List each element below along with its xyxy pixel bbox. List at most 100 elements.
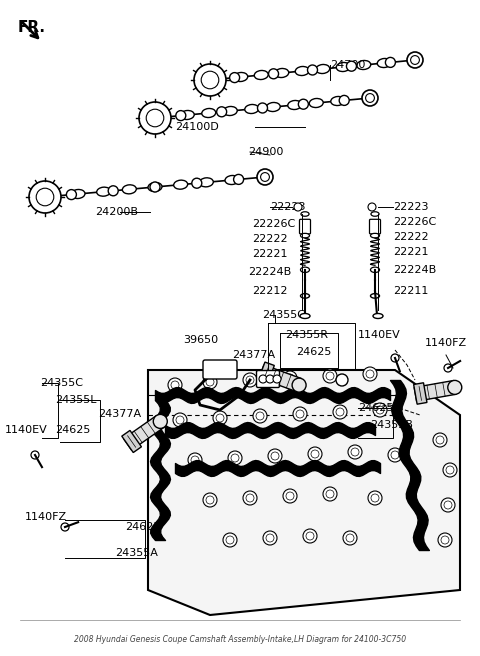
Ellipse shape <box>216 107 227 117</box>
Ellipse shape <box>300 267 310 272</box>
Ellipse shape <box>202 108 216 117</box>
Ellipse shape <box>268 69 278 79</box>
Circle shape <box>391 354 399 362</box>
Text: 24355B: 24355B <box>370 420 413 430</box>
Text: 24100D: 24100D <box>175 122 219 132</box>
Text: 24377A: 24377A <box>232 350 275 360</box>
Circle shape <box>263 531 277 545</box>
Circle shape <box>231 454 239 462</box>
Circle shape <box>443 463 457 477</box>
FancyBboxPatch shape <box>370 219 381 234</box>
Circle shape <box>441 536 449 544</box>
Ellipse shape <box>347 61 357 72</box>
Ellipse shape <box>199 178 213 187</box>
Circle shape <box>376 406 384 414</box>
Circle shape <box>448 380 462 394</box>
Polygon shape <box>122 430 142 453</box>
Circle shape <box>363 367 377 381</box>
Ellipse shape <box>373 314 383 319</box>
Circle shape <box>368 491 382 505</box>
Ellipse shape <box>331 96 345 106</box>
Text: 1140EV: 1140EV <box>5 425 48 435</box>
Circle shape <box>433 433 447 447</box>
Circle shape <box>306 532 314 540</box>
Circle shape <box>333 405 347 419</box>
Circle shape <box>326 372 334 380</box>
Circle shape <box>323 487 337 501</box>
Ellipse shape <box>176 111 186 121</box>
Ellipse shape <box>308 65 317 75</box>
Text: 24355A: 24355A <box>115 548 158 558</box>
Text: 39650: 39650 <box>183 335 218 345</box>
Ellipse shape <box>122 185 136 194</box>
Ellipse shape <box>377 58 391 68</box>
Circle shape <box>226 536 234 544</box>
Circle shape <box>283 371 297 385</box>
Ellipse shape <box>225 175 239 184</box>
Polygon shape <box>414 382 427 404</box>
Ellipse shape <box>257 103 267 113</box>
Circle shape <box>259 375 267 383</box>
Circle shape <box>292 378 306 392</box>
Circle shape <box>216 414 224 422</box>
Text: 22226C: 22226C <box>252 219 295 229</box>
Ellipse shape <box>174 180 188 189</box>
Text: 1140EV: 1140EV <box>358 330 401 340</box>
Ellipse shape <box>148 182 162 192</box>
Ellipse shape <box>245 104 259 113</box>
Circle shape <box>438 533 452 547</box>
Text: 24355G: 24355G <box>262 310 306 320</box>
Text: 24355R: 24355R <box>285 330 328 340</box>
Circle shape <box>362 90 378 106</box>
Text: 24625: 24625 <box>55 425 90 435</box>
Circle shape <box>366 94 374 102</box>
Ellipse shape <box>339 95 349 106</box>
Circle shape <box>346 534 354 542</box>
Ellipse shape <box>371 294 380 298</box>
Ellipse shape <box>66 190 76 199</box>
Circle shape <box>351 448 359 456</box>
Text: 24377A: 24377A <box>98 409 141 419</box>
Circle shape <box>410 56 420 64</box>
Text: 22222: 22222 <box>252 234 288 244</box>
Text: 22226C: 22226C <box>393 217 436 227</box>
Polygon shape <box>259 365 301 392</box>
Circle shape <box>228 451 242 465</box>
Ellipse shape <box>295 66 309 75</box>
Circle shape <box>223 533 237 547</box>
Text: 22224B: 22224B <box>393 265 436 275</box>
Circle shape <box>173 413 187 427</box>
Ellipse shape <box>371 212 379 216</box>
Circle shape <box>191 456 199 464</box>
Circle shape <box>388 448 402 462</box>
Text: 24625: 24625 <box>296 347 331 357</box>
Text: 24700: 24700 <box>330 60 365 70</box>
Circle shape <box>203 493 217 507</box>
Text: 22222: 22222 <box>393 232 429 242</box>
Polygon shape <box>123 416 164 450</box>
Circle shape <box>176 416 184 424</box>
Circle shape <box>139 102 171 134</box>
Circle shape <box>373 403 387 417</box>
Circle shape <box>146 109 164 127</box>
Ellipse shape <box>316 64 330 73</box>
Ellipse shape <box>301 212 309 216</box>
Circle shape <box>271 452 279 460</box>
Circle shape <box>266 534 274 542</box>
Text: 1140FZ: 1140FZ <box>425 338 467 348</box>
Circle shape <box>286 492 294 500</box>
Text: 2008 Hyundai Genesis Coupe Camshaft Assembly-Intake,LH Diagram for 24100-3C750: 2008 Hyundai Genesis Coupe Camshaft Asse… <box>74 636 406 644</box>
Circle shape <box>206 378 214 386</box>
Ellipse shape <box>385 57 396 68</box>
Ellipse shape <box>223 106 237 115</box>
Ellipse shape <box>371 267 380 272</box>
Circle shape <box>444 501 452 509</box>
Circle shape <box>273 375 281 383</box>
Text: 22223: 22223 <box>393 202 429 212</box>
Circle shape <box>61 523 69 531</box>
Circle shape <box>188 453 202 467</box>
Ellipse shape <box>371 234 380 238</box>
Text: 22224B: 22224B <box>248 267 291 277</box>
Circle shape <box>343 531 357 545</box>
Circle shape <box>213 411 227 425</box>
